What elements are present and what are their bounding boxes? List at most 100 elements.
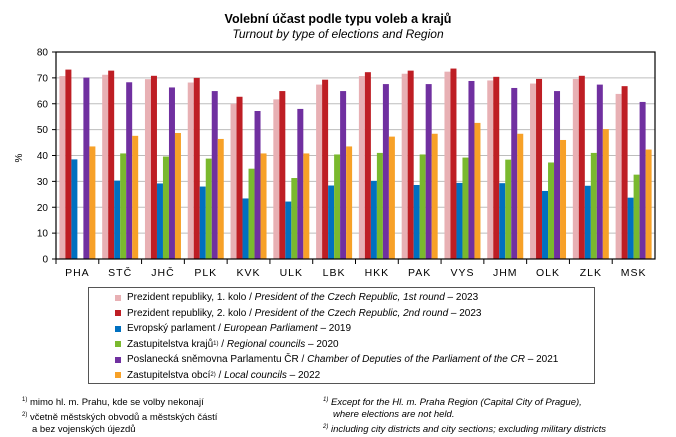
x-tick-label: PLK xyxy=(194,267,217,279)
bar xyxy=(530,83,537,259)
bar xyxy=(468,80,475,259)
bar xyxy=(285,201,292,259)
chart-title: Volební účast podle typu voleb a krajů xyxy=(224,12,452,26)
x-tick-label: LBK xyxy=(323,267,346,279)
bar xyxy=(102,74,109,260)
bar xyxy=(560,139,567,259)
bar xyxy=(376,152,383,259)
bar xyxy=(168,87,175,259)
x-tick-label: VYS xyxy=(450,267,474,279)
x-tick-label: PHA xyxy=(65,267,90,279)
y-tick-label: 0 xyxy=(42,255,48,266)
bar xyxy=(633,174,640,259)
x-tick-label: HKK xyxy=(365,267,390,279)
bar xyxy=(401,73,408,259)
bar xyxy=(456,182,463,259)
bar xyxy=(388,136,395,259)
y-tick-label: 10 xyxy=(37,229,49,240)
y-tick-label: 40 xyxy=(37,151,49,162)
bar xyxy=(205,158,212,259)
bar xyxy=(487,80,494,260)
legend-swatch xyxy=(115,341,121,348)
bar xyxy=(242,198,249,259)
bar xyxy=(316,84,323,259)
bar xyxy=(370,180,377,259)
legend-item: Poslanecká sněmovna Parlamentu ČR / Cham… xyxy=(115,352,594,368)
bar xyxy=(493,76,500,259)
bar xyxy=(162,156,169,259)
bar xyxy=(615,93,622,259)
bar xyxy=(517,133,524,259)
bar xyxy=(254,110,261,260)
bar xyxy=(346,146,353,259)
bar xyxy=(114,180,121,259)
bar xyxy=(230,103,237,259)
legend-swatch xyxy=(115,372,121,379)
bar xyxy=(621,86,628,259)
y-tick-label: 80 xyxy=(37,48,49,59)
legend-swatch xyxy=(115,310,121,317)
bar xyxy=(462,157,469,259)
bar xyxy=(279,91,286,259)
bar xyxy=(542,190,549,259)
y-tick-label: 50 xyxy=(37,125,49,136)
legend-item: Zastupitelstva obcí 2) / Local councils –… xyxy=(115,368,594,384)
bar xyxy=(59,76,66,259)
bar xyxy=(511,87,518,259)
bar xyxy=(358,76,365,259)
bar xyxy=(505,159,512,259)
bar xyxy=(639,101,646,259)
bar xyxy=(211,91,218,259)
x-tick-label: OLK xyxy=(536,267,560,279)
bar xyxy=(65,69,72,259)
bar xyxy=(596,84,603,259)
bar xyxy=(193,77,200,259)
legend-swatch xyxy=(115,325,121,332)
bar xyxy=(382,84,389,260)
bar xyxy=(187,82,194,259)
chart-subtitle: Turnout by type of elections and Region xyxy=(232,27,444,41)
bar-chart: 0 10 20 30 40 50 60 70 80 PHA STČ JHČ PLK KVK ULK LBK HK… xyxy=(14,48,656,279)
footnotes-cz: 1) mimo hl. m. Prahu, kde se volby nekon… xyxy=(22,397,218,436)
bar xyxy=(578,75,585,260)
plot-area xyxy=(55,51,656,260)
bar xyxy=(248,168,255,259)
bar xyxy=(419,154,426,259)
x-tick-label: ZLK xyxy=(580,267,602,279)
y-tick-label: 20 xyxy=(37,203,49,214)
bar xyxy=(144,79,151,259)
bar xyxy=(450,68,457,259)
y-axis-label: % xyxy=(14,153,25,162)
x-tick-label: MSK xyxy=(621,267,647,279)
y-tick-label: 70 xyxy=(37,73,49,84)
bar xyxy=(120,153,127,259)
x-tick-label: KVK xyxy=(237,267,261,279)
bar xyxy=(364,72,371,260)
x-tick-label: JHČ xyxy=(151,266,174,279)
bar xyxy=(444,71,451,259)
bar xyxy=(297,108,304,259)
bar xyxy=(645,149,652,259)
x-tick-label: STČ xyxy=(108,266,132,279)
bar xyxy=(150,75,157,260)
bar xyxy=(590,152,597,259)
bar xyxy=(413,184,420,259)
legend-item: Prezident republiky, 2. kolo / President… xyxy=(115,306,594,322)
bar xyxy=(156,183,163,259)
bar xyxy=(602,129,609,259)
bar xyxy=(291,178,298,259)
x-tick-label: ULK xyxy=(280,267,303,279)
legend-item: Prezident republiky, 1. kolo / President… xyxy=(115,290,594,306)
y-tick-label: 60 xyxy=(37,99,49,110)
legend-item: Evropský parlament / European Parliament… xyxy=(115,321,594,337)
bar xyxy=(474,122,481,260)
legend-swatch xyxy=(115,294,121,301)
bar xyxy=(536,78,543,259)
bar xyxy=(303,153,310,259)
y-tick-label: 30 xyxy=(37,177,49,188)
bar xyxy=(431,133,438,259)
bar xyxy=(499,183,506,259)
bar xyxy=(71,159,78,259)
bar xyxy=(554,91,561,259)
bar xyxy=(126,82,133,260)
